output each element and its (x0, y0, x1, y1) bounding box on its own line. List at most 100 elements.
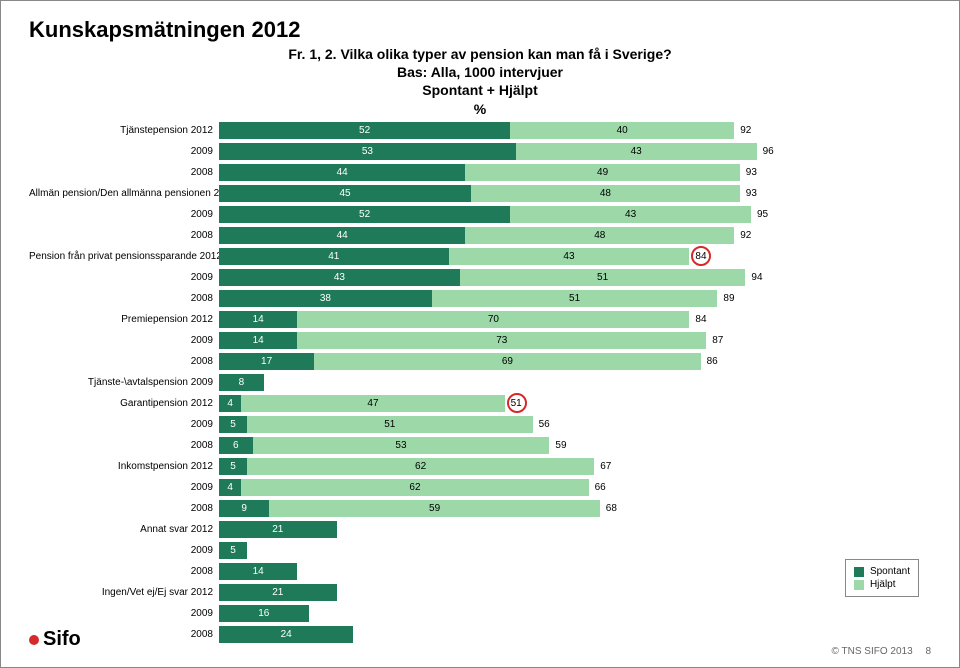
bar-track: 4449 93 (219, 164, 779, 181)
bar-track: 551 56 (219, 416, 779, 433)
row-label: 2009 (29, 608, 219, 619)
row-total: 56 (539, 419, 550, 430)
row-label: 2008 (29, 503, 219, 514)
bar-segment-hjalpt: 51 (247, 416, 533, 433)
bar-segment-hjalpt: 62 (247, 458, 594, 475)
bar-segment-spontant: 14 (219, 332, 297, 349)
subtitle-percent: % (29, 100, 931, 118)
bar-segment-hjalpt: 69 (314, 353, 700, 370)
row-total: 96 (763, 146, 774, 157)
row-total: 93 (746, 188, 757, 199)
bar-track: 454893 (219, 185, 779, 202)
chart-row: Allmän pension/Den allmänna pensionen 20… (29, 185, 931, 202)
chart-row: 2008444993 (29, 164, 931, 181)
row-label: 2009 (29, 146, 219, 157)
row-total: 67 (600, 461, 611, 472)
bar-track: 5240 92 (219, 122, 779, 139)
bar-segment-hjalpt: 43 (510, 206, 751, 223)
bar-segment-spontant: 4 (219, 395, 241, 412)
bar-segment-spontant: 44 (219, 227, 465, 244)
bar-segment-spontant: 24 (219, 626, 353, 643)
bar-segment-hjalpt: 70 (297, 311, 689, 328)
bar-track: 14 (219, 563, 779, 580)
bar-segment-spontant: 14 (219, 311, 297, 328)
subtitle-mode: Spontant + Hjälpt (29, 81, 931, 99)
row-total: 93 (746, 167, 757, 178)
row-label: 2009 (29, 482, 219, 493)
bar-track: 21 (219, 584, 779, 601)
bar-track: 385189 (219, 290, 779, 307)
bar-segment-spontant: 44 (219, 164, 465, 181)
chart-row: Annat svar 201221 (29, 521, 931, 538)
bar-segment-spontant: 38 (219, 290, 432, 307)
bar-track: 562 67 (219, 458, 779, 475)
bar-segment-spontant: 43 (219, 269, 460, 286)
row-total: 89 (723, 293, 734, 304)
footer-copyright: © TNS SIFO 2013 (832, 646, 913, 657)
chart-row: 200895968 (29, 500, 931, 517)
bar-segment-hjalpt: 43 (516, 143, 757, 160)
row-total: 84 (695, 251, 706, 262)
bar-segment-spontant: 5 (219, 416, 247, 433)
row-total: 86 (707, 356, 718, 367)
bar-track: 65359 (219, 437, 779, 454)
bar-segment-hjalpt: 53 (253, 437, 550, 454)
row-label: Ingen/Vet ej/Ej svar 2012 (29, 587, 219, 598)
chart-row: 2008385189 (29, 290, 931, 307)
row-label: Garantipension 2012 (29, 398, 219, 409)
slide-page: Kunskapsmätningen 2012 Fr. 1, 2. Vilka o… (0, 0, 960, 668)
legend-swatch-hjalpt (854, 580, 864, 590)
bar-segment-spontant: 17 (219, 353, 314, 370)
bar-track: 1470 84 (219, 311, 779, 328)
bar-segment-spontant: 41 (219, 248, 449, 265)
bar-segment-hjalpt: 43 (449, 248, 690, 265)
bar-segment-hjalpt: 73 (297, 332, 706, 349)
subtitle-base: Bas: Alla, 1000 intervjuer (29, 63, 931, 81)
chart-row: Inkomstpension 201256267 (29, 458, 931, 475)
chart-row: 200916 (29, 605, 931, 622)
bar-track: 95968 (219, 500, 779, 517)
chart-row: Ingen/Vet ej/Ej svar 201221 (29, 584, 931, 601)
chart-row: 200865359 (29, 437, 931, 454)
chart-row: Garantipension 201244751 (29, 395, 931, 412)
bar-segment-spontant: 5 (219, 542, 247, 559)
bar-segment-spontant: 21 (219, 521, 337, 538)
row-label: 2008 (29, 293, 219, 304)
bar-segment-spontant: 4 (219, 479, 241, 496)
row-total: 84 (695, 314, 706, 325)
chart-row: Premiepension 20121470 84 (29, 311, 931, 328)
bar-segment-spontant: 16 (219, 605, 309, 622)
row-label: 2008 (29, 440, 219, 451)
row-total: 66 (595, 482, 606, 493)
row-total: 92 (740, 230, 751, 241)
bar-segment-spontant: 45 (219, 185, 471, 202)
row-label: Premiepension 2012 (29, 314, 219, 325)
chart-row: Pension från privat pensionssparande 201… (29, 248, 931, 265)
bar-track: 444892 (219, 227, 779, 244)
chart-row: 200946266 (29, 479, 931, 496)
row-label: Pension från privat pensionssparande 201… (29, 251, 219, 262)
bar-segment-spontant: 6 (219, 437, 253, 454)
row-total: 87 (712, 335, 723, 346)
chart-row: 200824 (29, 626, 931, 643)
legend: Spontant Hjälpt (845, 559, 919, 597)
subtitle-block: Fr. 1, 2. Vilka olika typer av pension k… (29, 45, 931, 118)
bar-track: 5 (219, 542, 779, 559)
chart-row: 200814 (29, 563, 931, 580)
row-label: 2008 (29, 566, 219, 577)
bar-segment-spontant: 14 (219, 563, 297, 580)
bar-track: 534396 (219, 143, 779, 160)
bar-track: 8 (219, 374, 779, 391)
logo-dot-icon (29, 635, 39, 645)
row-label: Allmän pension/Den allmänna pensionen 20… (29, 188, 219, 199)
bar-segment-hjalpt: 49 (465, 164, 739, 181)
bar-segment-hjalpt: 40 (510, 122, 734, 139)
chart-row: 2009147387 (29, 332, 931, 349)
bar-segment-spontant: 52 (219, 122, 510, 139)
row-label: Tjänstepension 2012 (29, 125, 219, 136)
row-total: 92 (740, 125, 751, 136)
subtitle-question: Fr. 1, 2. Vilka olika typer av pension k… (29, 45, 931, 63)
bar-segment-hjalpt: 59 (269, 500, 599, 517)
logo-text: Sifo (43, 628, 81, 651)
bar-segment-spontant: 5 (219, 458, 247, 475)
